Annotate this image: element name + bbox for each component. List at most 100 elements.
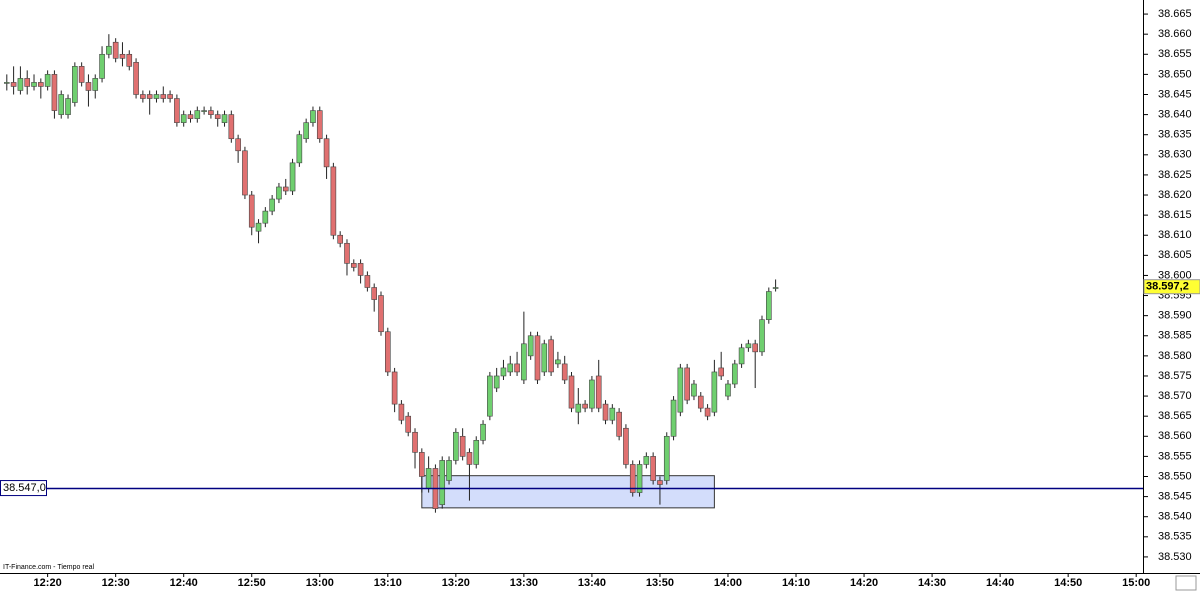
y-tick-label: 38.540: [1158, 511, 1192, 523]
candle-body: [521, 343, 527, 381]
candle-body: [31, 82, 37, 87]
candle-body: [364, 275, 371, 288]
candle-body: [711, 371, 718, 413]
candle-body: [92, 78, 99, 91]
candle-body: [759, 319, 765, 353]
candle-body: [561, 363, 568, 381]
candle-body: [493, 375, 500, 389]
x-tick-label: 13:30: [510, 577, 538, 589]
x-tick-label: 13:20: [442, 577, 470, 589]
y-tick-label: 38.650: [1158, 68, 1192, 80]
candle-body: [609, 407, 616, 421]
y-tick-label: 38.560: [1158, 430, 1192, 442]
source-note: IT-Finance.com - Tiempo real: [3, 564, 94, 571]
candle-body: [731, 363, 738, 385]
candle-body: [344, 242, 350, 264]
candle-body: [146, 94, 153, 99]
last-price-label: 38.597,2: [1146, 281, 1189, 293]
x-tick-label: 14:20: [850, 577, 878, 589]
candle-body: [276, 186, 282, 200]
candle-body: [350, 263, 357, 268]
candle-body: [589, 379, 595, 409]
candle-body: [466, 452, 473, 465]
candle-body: [663, 435, 670, 481]
y-tick-label: 38.660: [1158, 28, 1192, 40]
candle-body: [248, 194, 255, 228]
candle-body: [738, 347, 745, 365]
x-tick-label: 13:00: [306, 577, 334, 589]
candle-body: [262, 210, 269, 224]
candle-body: [65, 98, 71, 115]
candle-body: [303, 122, 309, 140]
candle-body: [405, 415, 412, 433]
x-tick-label: 14:50: [1054, 577, 1082, 589]
candle-body: [650, 456, 656, 481]
y-tick-label: 38.630: [1158, 149, 1192, 161]
candle-body: [194, 110, 201, 119]
candle-body: [160, 94, 167, 99]
y-tick-label: 38.625: [1158, 169, 1192, 181]
candle-body: [582, 403, 588, 409]
candle-body: [419, 452, 425, 477]
candle-body: [24, 78, 31, 87]
candle-body: [555, 359, 561, 365]
y-tick-label: 38.655: [1158, 48, 1192, 60]
y-tick-label: 38.535: [1158, 531, 1192, 543]
candle-body: [500, 367, 507, 377]
candle-body: [337, 234, 343, 244]
candle-body: [357, 263, 364, 276]
candle-body: [323, 138, 330, 168]
candle-body: [140, 94, 146, 99]
x-tick-label: 13:10: [374, 577, 402, 589]
y-tick-label: 38.585: [1158, 330, 1192, 342]
candle-body: [112, 41, 119, 59]
candle-body: [153, 94, 160, 99]
candle-body: [10, 82, 17, 87]
candle-body: [167, 94, 173, 99]
candle-body: [718, 367, 724, 377]
y-tick-label: 38.645: [1158, 88, 1192, 100]
candle-body: [391, 371, 398, 405]
candle-body: [310, 110, 316, 123]
candle-body: [72, 66, 78, 103]
candle-body: [58, 94, 65, 115]
candle-body: [677, 367, 684, 413]
candle-body: [378, 295, 384, 333]
candle-body: [99, 53, 105, 79]
x-tick-label: 14:40: [986, 577, 1014, 589]
candle-body: [473, 440, 480, 465]
zone: [421, 475, 715, 509]
last-price-tag: [1143, 279, 1200, 295]
y-tick-label: 38.550: [1158, 470, 1192, 482]
x-tick-label: 12:40: [170, 577, 198, 589]
candle-body: [453, 431, 459, 461]
candle-body: [480, 423, 486, 441]
candle-body: [745, 343, 752, 349]
x-tick-label: 15:00: [1122, 577, 1150, 589]
y-tick-label: 38.565: [1158, 410, 1192, 422]
candle-body: [507, 363, 514, 373]
candle-body: [385, 331, 391, 373]
x-tick-label: 13:40: [578, 577, 606, 589]
x-tick-label: 14:00: [714, 577, 742, 589]
candle-body: [133, 62, 139, 95]
candle-body: [425, 468, 432, 489]
candle-body: [487, 375, 493, 417]
candle-body: [534, 335, 541, 381]
y-tick-label: 38.570: [1158, 390, 1192, 402]
candle-body: [575, 403, 582, 413]
candle-body: [38, 82, 44, 87]
candle-body: [119, 53, 126, 59]
y-tick-label: 38.610: [1158, 229, 1192, 241]
candle-body: [208, 110, 214, 115]
y-tick-label: 38.590: [1158, 310, 1192, 322]
candle-body: [269, 198, 275, 212]
candle-body: [541, 343, 548, 373]
candle-body: [616, 411, 622, 437]
candle-body: [371, 287, 377, 300]
x-tick-label: 13:50: [646, 577, 674, 589]
candle-body: [602, 403, 609, 421]
candle-body: [629, 464, 636, 493]
